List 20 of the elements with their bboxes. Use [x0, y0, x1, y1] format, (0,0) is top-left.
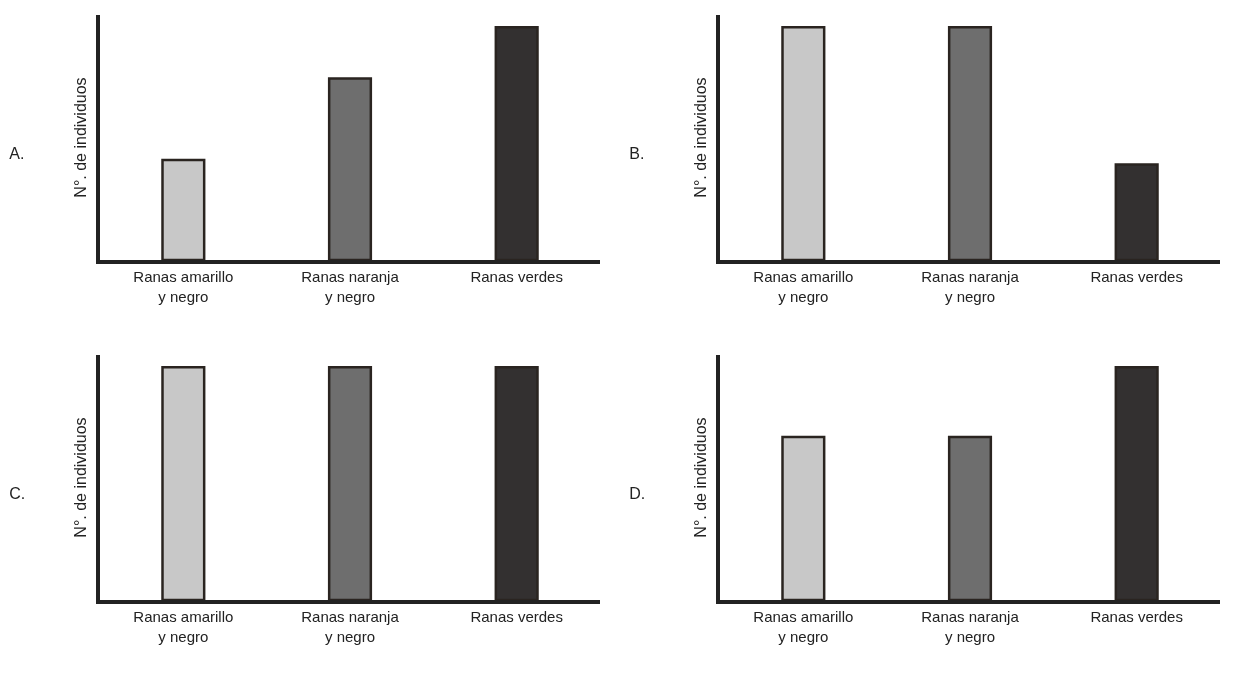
text: C.	[9, 484, 26, 502]
x-tick-label: Ranas naranja y negro	[301, 608, 400, 645]
x-tick-label: Ranas verdes	[470, 268, 563, 285]
x-tick-label: Ranas amarillo y negro	[133, 608, 234, 645]
y-axis-title: N°. de individuos	[72, 417, 90, 538]
x-tick-label: Ranas verdes	[470, 608, 563, 625]
x-tick-label: Ranas amarillo y negro	[753, 268, 854, 305]
x-tick-label: Ranas amarillo y negro	[133, 268, 234, 305]
x-tick-label: Ranas naranja y negro	[301, 268, 400, 305]
y-axis-title: N°. de individuos	[692, 417, 710, 538]
y-axis-title: N°. de individuos	[692, 77, 710, 198]
x-tick-label: Ranas naranja y negro	[921, 268, 1020, 305]
text: B.	[629, 144, 645, 162]
x-tick-label: Ranas verdes	[1090, 268, 1183, 285]
y-axis-title: N°. de individuos	[72, 77, 90, 198]
x-tick-label: Ranas naranja y negro	[921, 608, 1020, 645]
text: D.	[629, 484, 646, 502]
text: A.	[9, 144, 25, 162]
x-tick-label: Ranas amarillo y negro	[753, 608, 854, 645]
x-tick-label: Ranas verdes	[1090, 608, 1183, 625]
